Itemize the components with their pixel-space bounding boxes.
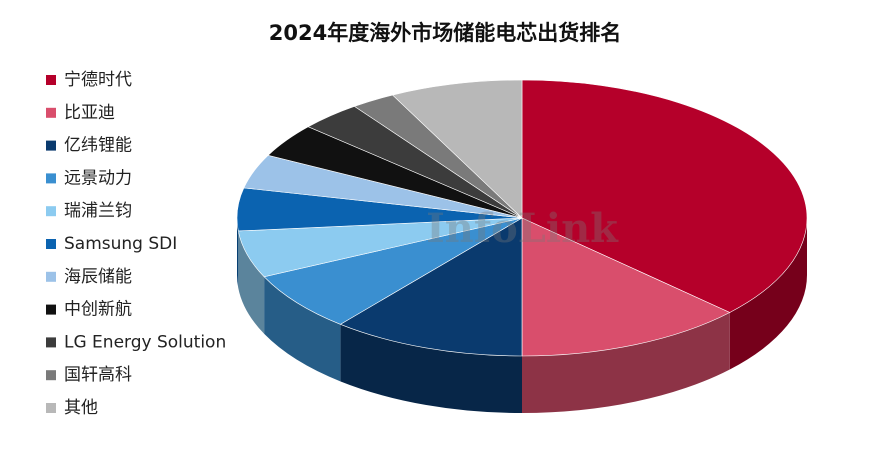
legend-swatch	[46, 107, 56, 118]
legend-swatch	[46, 271, 56, 282]
legend-swatch	[46, 370, 56, 381]
slice	[263, 217, 523, 382]
legend-swatch	[46, 206, 56, 217]
legend-label: 远景动力	[64, 168, 132, 188]
slice-side	[264, 276, 341, 382]
legend-label: LG Energy Solution	[64, 332, 226, 352]
legend-swatch	[46, 173, 56, 184]
pie	[236, 79, 808, 414]
legend-label: 比亚迪	[64, 103, 115, 123]
slice	[521, 79, 808, 370]
slice-side	[238, 230, 265, 334]
chart-title: 2024年度海外市场储能电芯出货排名	[269, 21, 621, 45]
slice-side	[729, 218, 807, 370]
legend-label: 宁德时代	[64, 70, 132, 90]
slice-top	[521, 217, 731, 357]
legend-swatch	[46, 337, 56, 348]
legend-label: 海辰储能	[64, 267, 132, 287]
slice-side	[237, 218, 239, 288]
slice-top	[263, 217, 523, 325]
slice-top	[339, 217, 523, 357]
legend-swatch	[46, 403, 56, 413]
legend-label: 瑞浦兰钧	[64, 201, 132, 221]
legend-swatch	[46, 239, 56, 249]
legend-swatch	[46, 75, 56, 85]
legend-label: 中创新航	[64, 300, 132, 320]
slice	[339, 217, 523, 413]
slice	[521, 217, 731, 414]
legend-swatch	[46, 304, 56, 315]
legend-label: 其他	[64, 398, 98, 418]
slice-side	[522, 312, 730, 414]
legend-label: 国轩高科	[64, 365, 132, 385]
slice-top	[392, 79, 523, 219]
slice	[392, 79, 523, 219]
legend-swatch	[46, 140, 56, 151]
legend-label: Samsung SDI	[64, 234, 177, 254]
watermark: InfoLink	[426, 205, 619, 252]
slice-side	[340, 324, 522, 413]
slice-top	[521, 79, 808, 313]
legend-label: 亿纬锂能	[64, 136, 132, 156]
